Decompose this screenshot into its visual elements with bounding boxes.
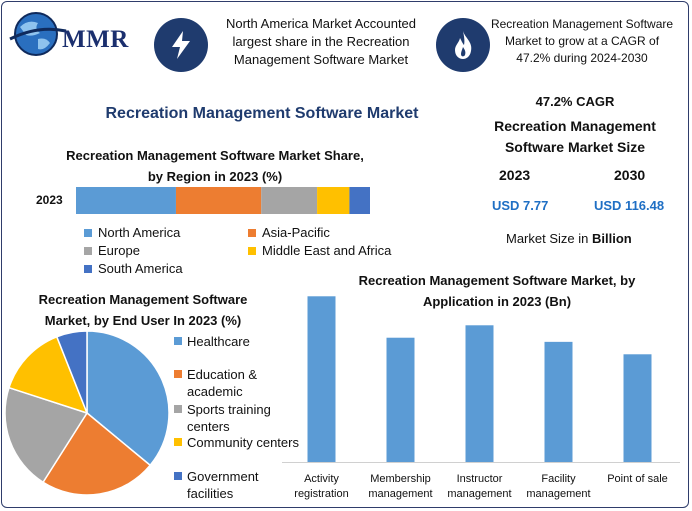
page-title: Recreation Management Software Market bbox=[105, 105, 419, 122]
bar-activity-registration bbox=[307, 296, 336, 462]
logo-text: MMR bbox=[62, 26, 129, 53]
region-bar-segment-middle-east-and-africa bbox=[317, 187, 350, 214]
legend-item-europe: Europe bbox=[84, 243, 140, 258]
unit-note-prefix: Market Size in bbox=[506, 231, 592, 246]
legend-label: academic bbox=[187, 384, 243, 399]
legend-label: Healthcare bbox=[187, 334, 250, 349]
north-america-callout: North America Market Accounted largest s… bbox=[225, 16, 417, 67]
unit-note-bold: Billion bbox=[591, 231, 632, 246]
pie-slice-community-centers bbox=[8, 335, 89, 415]
legend-label: Government bbox=[187, 469, 259, 484]
region-chart-title: Recreation Management Software Market Sh… bbox=[66, 148, 364, 184]
cagr-label: 47.2% CAGR bbox=[535, 94, 615, 109]
legend-item-middle-east-and-africa: Middle East and Africa bbox=[248, 243, 391, 258]
flame-icon bbox=[436, 18, 490, 72]
legend-label: Community centers bbox=[187, 435, 299, 450]
pie-slice-government-facilities bbox=[55, 330, 88, 414]
legend-swatch bbox=[174, 370, 182, 378]
bar-point-of-sale bbox=[623, 354, 652, 462]
value-2023: USD 7.77 bbox=[492, 198, 549, 213]
legend-swatch bbox=[84, 246, 92, 255]
legend-item-asia-pacific: Asia-Pacific bbox=[248, 225, 330, 240]
year-2030: 2030 bbox=[614, 167, 646, 183]
legend-swatch bbox=[174, 438, 182, 446]
x-tick-label-facility-management: Facility management bbox=[526, 473, 591, 500]
pie-legend-item-sports-training-centers: Sports training centers bbox=[174, 401, 271, 435]
legend-label: South America bbox=[98, 261, 183, 276]
x-tick-label-point-of-sale: Point of sale bbox=[607, 473, 668, 485]
legend-label: Sports training bbox=[187, 402, 271, 417]
pie-legend-item-education-and-academic: Education & academic bbox=[174, 366, 257, 400]
globe-logo-icon bbox=[9, 12, 67, 56]
region-bar-segment-north-america bbox=[76, 187, 176, 214]
region-bar-segment-asia-pacific bbox=[175, 187, 262, 214]
bar-membership-management bbox=[386, 337, 415, 462]
x-tick-label-membership-management: Membership management bbox=[368, 473, 433, 500]
region-bar-segment-south-america bbox=[349, 187, 370, 214]
legend-item-south-america: South America bbox=[84, 261, 183, 276]
legend-swatch bbox=[174, 472, 182, 480]
legend-swatch bbox=[84, 228, 92, 237]
legend-swatch bbox=[174, 337, 182, 345]
cagr-callout: Recreation Management Software Market to… bbox=[490, 17, 674, 65]
value-2030: USD 116.48 bbox=[594, 198, 665, 213]
bar-facility-management bbox=[544, 341, 573, 462]
legend-swatch bbox=[174, 405, 182, 413]
legend-label: North America bbox=[98, 225, 181, 240]
legend-label: Europe bbox=[98, 243, 140, 258]
legend-label: centers bbox=[187, 419, 230, 434]
legend-label: Education & bbox=[187, 367, 258, 382]
market-size-unit-note: Market Size in Billion bbox=[506, 231, 632, 246]
pie-slice-sports-training-centers bbox=[4, 386, 89, 484]
legend-swatch bbox=[248, 246, 256, 255]
pie-legend-item-government-facilities: Government facilities bbox=[174, 468, 259, 502]
year-2023: 2023 bbox=[499, 167, 531, 183]
legend-item-north-america: North America bbox=[84, 225, 180, 240]
pie-slice-education-and-academic bbox=[42, 411, 152, 496]
market-size-heading: Recreation Management Software Market Si… bbox=[494, 118, 656, 155]
application-bar-chart bbox=[282, 296, 680, 463]
legend-label: facilities bbox=[187, 486, 234, 501]
region-bar-segment-europe bbox=[261, 187, 318, 214]
end-user-pie-chart bbox=[4, 330, 170, 496]
lightning-icon bbox=[154, 18, 208, 72]
region-bar-category: 2023 bbox=[36, 193, 63, 207]
x-tick-label-instructor-management: Instructor management bbox=[447, 473, 512, 500]
legend-swatch bbox=[84, 264, 92, 273]
legend-label: Asia-Pacific bbox=[262, 225, 330, 240]
bar-instructor-management bbox=[465, 325, 494, 462]
region-stacked-bar bbox=[76, 187, 370, 214]
pie-legend-item-community-centers: Community centers bbox=[174, 434, 299, 451]
pie-slice-healthcare bbox=[86, 330, 170, 467]
application-chart-title: Recreation Management Software Market, b… bbox=[358, 273, 636, 309]
x-tick-label-activity-registration: Activity registration bbox=[294, 473, 349, 500]
end-user-chart-title: Recreation Management Software Market, b… bbox=[38, 292, 248, 328]
legend-label: Middle East and Africa bbox=[262, 243, 392, 258]
pie-legend-item-healthcare: Healthcare bbox=[174, 333, 250, 350]
legend-swatch bbox=[248, 228, 256, 237]
